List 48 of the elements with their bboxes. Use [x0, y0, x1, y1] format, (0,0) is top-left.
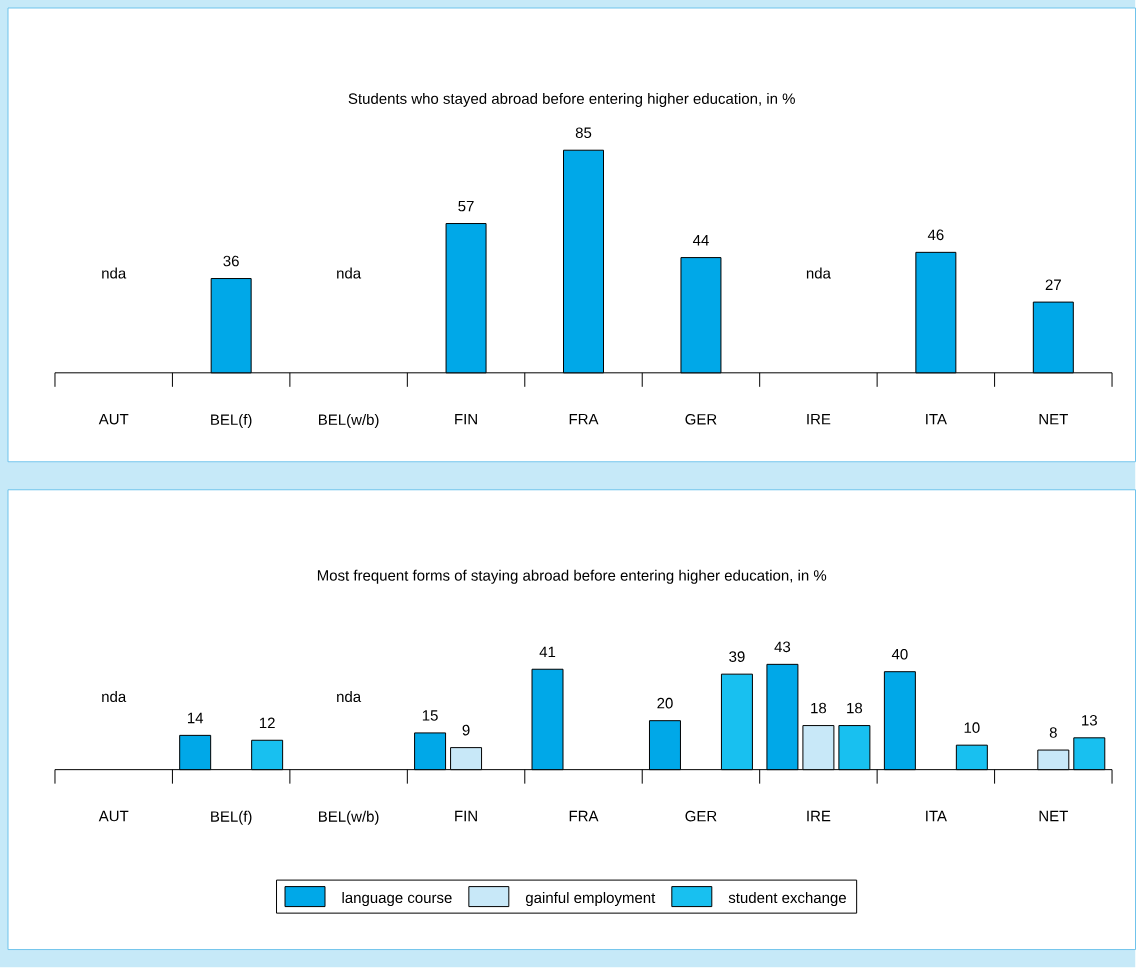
x-tick-label: AUT	[98, 811, 129, 822]
data-label: 18	[811, 702, 827, 714]
data-label: 41	[539, 646, 556, 658]
data-label: 27	[1045, 279, 1061, 291]
x-tick-label: BEL(w/b)	[319, 414, 379, 429]
x-tick-label: NET	[1039, 811, 1068, 822]
x-tick-label: GER	[685, 811, 717, 822]
data-label: 15	[422, 710, 438, 721]
data-label: 39	[729, 651, 745, 663]
data-label: 43	[774, 641, 791, 653]
x-tick-label: ITA	[926, 811, 947, 822]
annotation: nda	[337, 267, 362, 279]
legend-label: language course	[342, 892, 452, 907]
data-label: 12	[259, 717, 275, 729]
data-label: 57	[458, 201, 474, 212]
x-tick-label: NET	[1039, 414, 1068, 425]
x-tick-label: AUT	[98, 414, 129, 425]
x-tick-label: BEL(w/b)	[319, 811, 379, 826]
legend-label: student exchange	[728, 892, 846, 907]
data-label: 13	[1082, 715, 1097, 726]
data-label: 36	[223, 255, 239, 267]
data-label: 44	[692, 235, 709, 246]
annotation: nda	[102, 267, 127, 279]
chart-title: Students who stayed abroad before entering higher education, in %	[348, 93, 795, 108]
annotation: nda	[102, 691, 127, 703]
data-label: 18	[847, 702, 863, 714]
data-label: 20	[657, 698, 673, 709]
x-tick-label: FRA	[569, 811, 599, 822]
data-label: 85	[575, 127, 592, 139]
x-tick-label: BEL(f)	[211, 811, 252, 826]
data-label: 10	[964, 722, 980, 734]
data-label: 46	[927, 229, 944, 241]
x-tick-label: IRE	[807, 811, 831, 822]
x-tick-label: IRE	[807, 414, 831, 425]
x-tick-label: BEL(f)	[211, 414, 252, 429]
x-tick-label: ITA	[926, 414, 947, 425]
x-tick-label: GER	[685, 414, 717, 425]
x-tick-label: FRA	[569, 414, 599, 425]
legend-label: gainful employment	[525, 892, 656, 907]
data-label: 14	[187, 713, 204, 724]
chart-title: Most frequent forms of staying abroad before entering higher education, in %	[317, 569, 827, 584]
data-label: 8	[1049, 727, 1057, 739]
annotation: nda	[337, 691, 362, 703]
data-label: 40	[891, 649, 908, 660]
x-tick-label: FIN	[455, 811, 477, 822]
x-tick-label: FIN	[455, 414, 477, 425]
data-label: 9	[462, 725, 470, 736]
annotation: nda	[806, 267, 831, 279]
